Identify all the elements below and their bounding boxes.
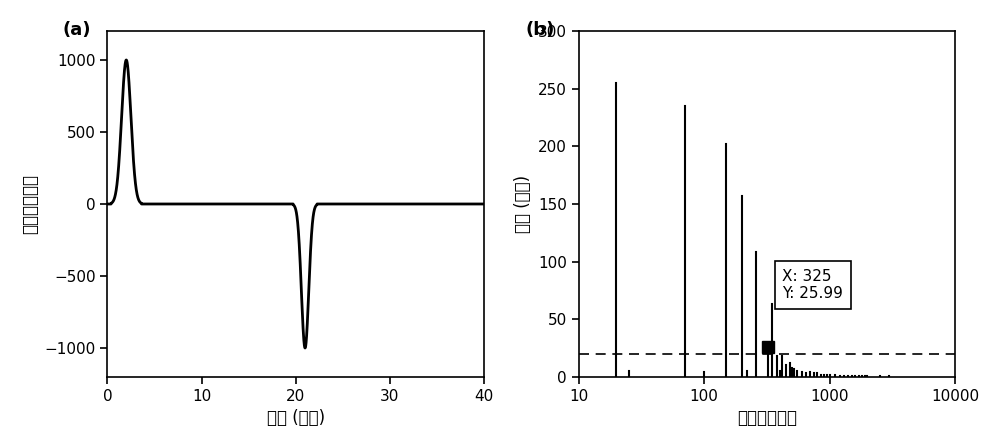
Text: (b): (b) [526, 21, 555, 39]
Y-axis label: 电流 (安培): 电流 (安培) [514, 175, 532, 233]
X-axis label: 频率（赫兹）: 频率（赫兹） [737, 409, 797, 427]
X-axis label: 时间 (毫秒): 时间 (毫秒) [267, 409, 325, 427]
Text: (a): (a) [62, 21, 91, 39]
Y-axis label: 电流（安培）: 电流（安培） [21, 174, 39, 234]
Text: X: 325
Y: 25.99: X: 325 Y: 25.99 [782, 269, 843, 302]
